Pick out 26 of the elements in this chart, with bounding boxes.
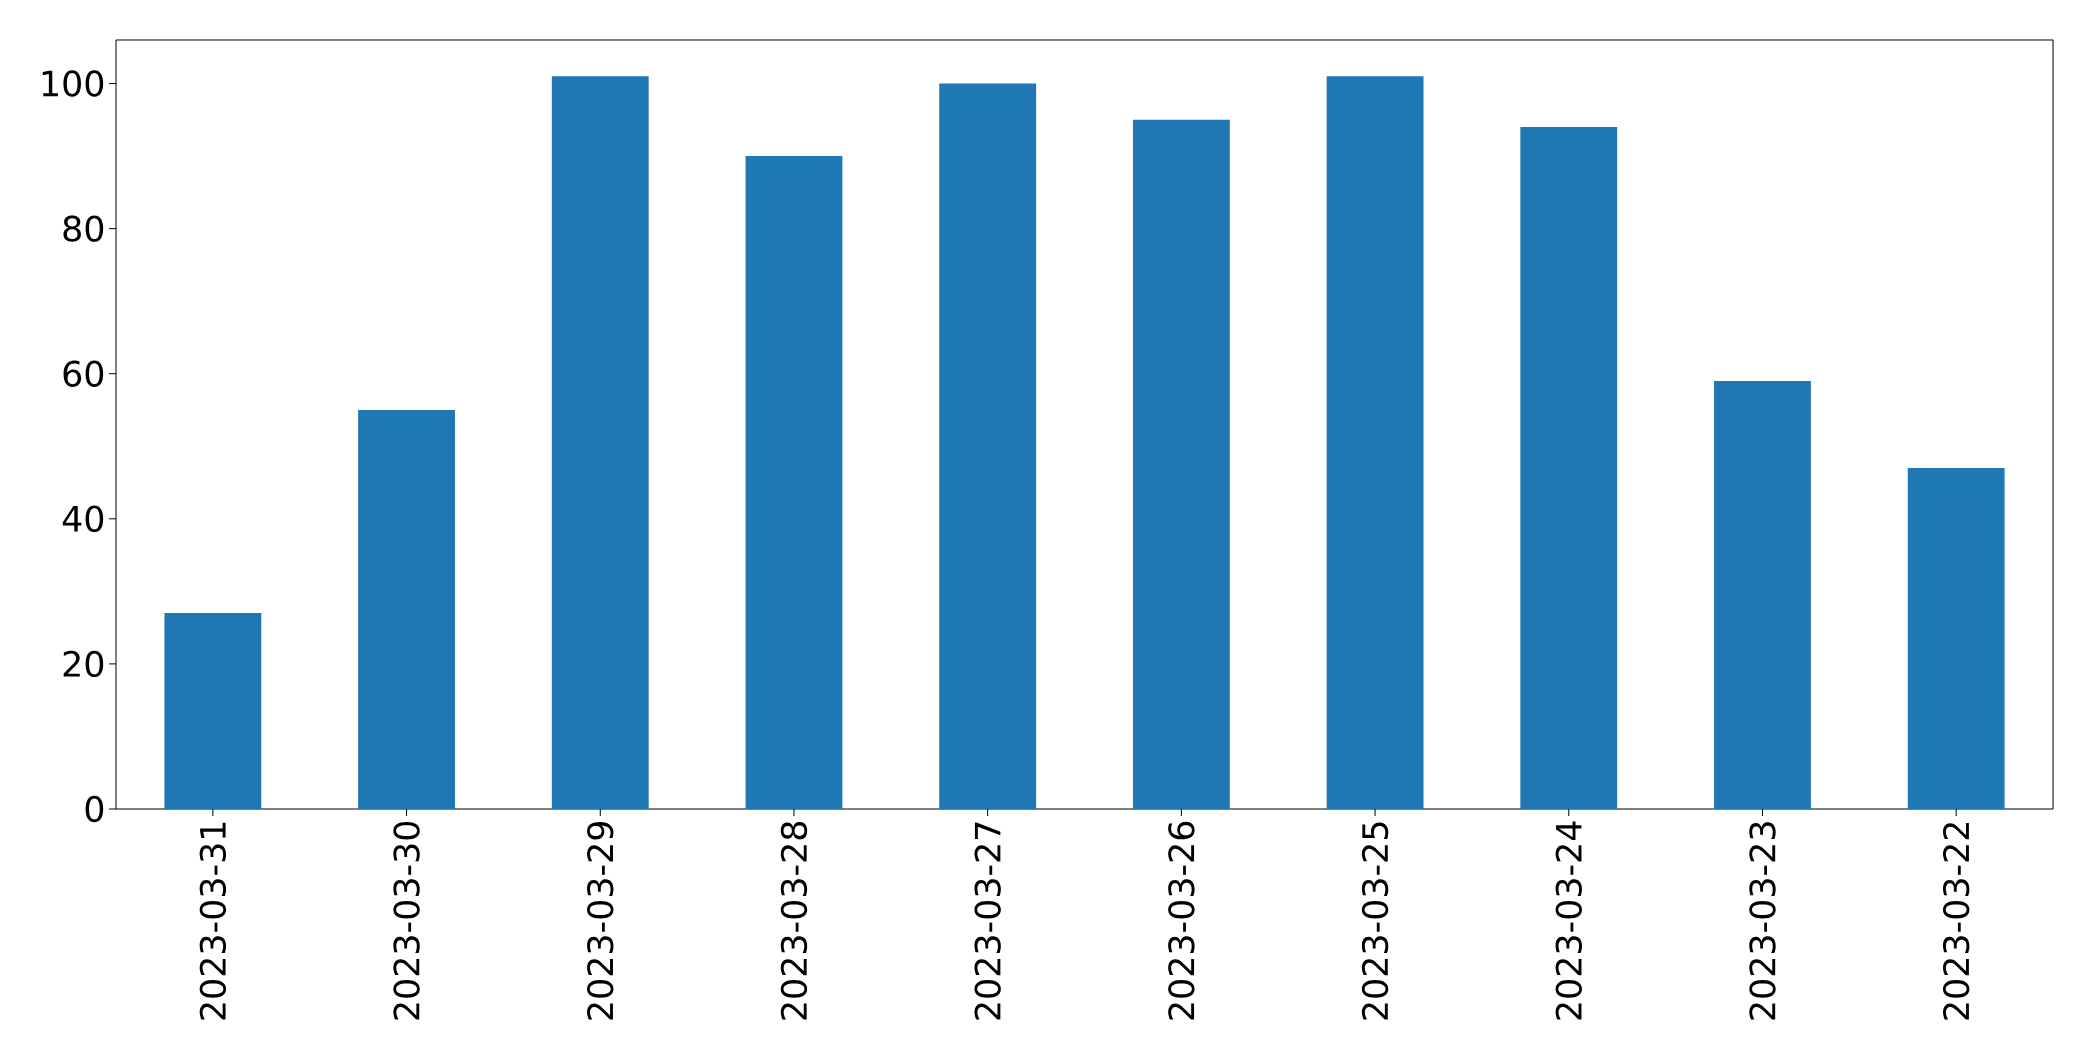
x-tick-label: 2023-03-28 bbox=[780, 821, 808, 1020]
bar bbox=[1907, 468, 2005, 809]
y-tick-label: 60 bbox=[63, 360, 104, 387]
y-tick-label: 100 bbox=[42, 70, 104, 97]
bar bbox=[1326, 76, 1424, 809]
x-tick-label: 2023-03-27 bbox=[974, 822, 1001, 1020]
bar bbox=[1714, 380, 1811, 809]
bar bbox=[358, 409, 455, 809]
x-tick-label: 2023-03-29 bbox=[587, 822, 614, 1020]
x-tick-label: 2023-03-26 bbox=[1168, 821, 1195, 1020]
y-tick-label: 80 bbox=[63, 215, 104, 242]
bar bbox=[1520, 127, 1618, 809]
x-tick-label: 2023-03-25 bbox=[1361, 822, 1389, 1020]
bar bbox=[551, 76, 649, 809]
bar bbox=[939, 83, 1037, 809]
y-tick-label: 40 bbox=[62, 505, 104, 532]
x-tick-label: 2023-03-31 bbox=[199, 822, 227, 1020]
bar bbox=[745, 156, 843, 809]
x-tick-label: 2023-03-30 bbox=[393, 821, 420, 1020]
y-tick-label: 0 bbox=[85, 795, 104, 823]
x-tick-label: 2023-03-22 bbox=[1942, 823, 1970, 1020]
bar bbox=[1132, 119, 1230, 809]
x-tick-label: 2023-03-23 bbox=[1749, 822, 1776, 1020]
x-tick-label: 2023-03-24 bbox=[1555, 821, 1582, 1020]
y-tick-label: 20 bbox=[63, 650, 104, 678]
bar bbox=[164, 613, 262, 809]
